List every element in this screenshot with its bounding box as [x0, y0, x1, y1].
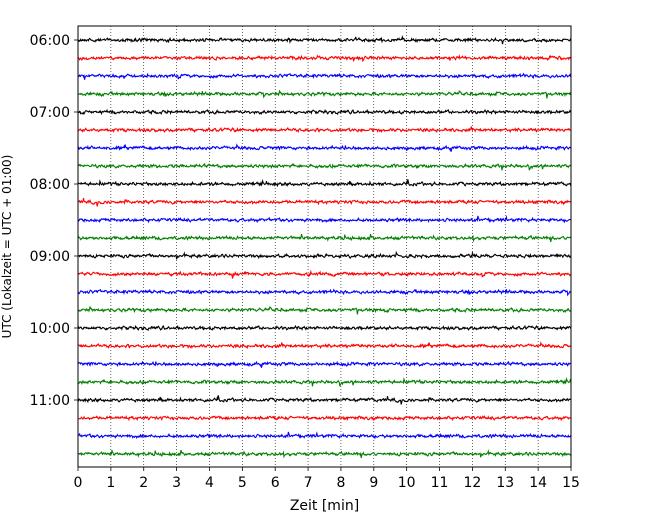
- y-tick-label-1100: 11:00: [30, 393, 70, 409]
- trace-18: [77, 360, 572, 368]
- trace-23: [77, 449, 572, 459]
- trace-11: [77, 233, 572, 243]
- trace-9: [77, 198, 572, 207]
- y-tick-label-0600: 06:00: [30, 33, 70, 49]
- trace-13: [77, 269, 572, 279]
- y-axis-label: UTC (Lokalzeit = UTC + 01:00): [0, 155, 14, 339]
- trace-3: [77, 89, 572, 99]
- trace-19: [77, 376, 572, 387]
- trace-16: [77, 324, 572, 332]
- trace-20: [77, 395, 572, 405]
- trace-6: [77, 143, 572, 152]
- x-tick-label-7: 7: [304, 475, 313, 491]
- x-tick-label-2: 2: [139, 475, 148, 491]
- x-tick-label-9: 9: [369, 475, 378, 491]
- x-tick-label-0: 0: [74, 475, 83, 491]
- trace-7: [77, 162, 572, 171]
- trace-22: [77, 431, 572, 440]
- trace-5: [77, 126, 572, 134]
- trace-1: [77, 54, 572, 63]
- x-tick-label-12: 12: [463, 475, 481, 491]
- x-tick-label-13: 13: [496, 475, 514, 491]
- x-axis-label: Zeit [min]: [290, 498, 359, 514]
- trace-21: [77, 415, 572, 422]
- x-tick-label-14: 14: [529, 475, 547, 491]
- trace-0: [77, 34, 572, 45]
- x-tick-label-3: 3: [172, 475, 181, 491]
- x-tick-label-11: 11: [431, 475, 449, 491]
- y-tick-label-1000: 10:00: [30, 321, 70, 337]
- y-axis: 06:00 07:00 08:00 09:00 10:00 11:00: [30, 33, 78, 409]
- trace-2: [77, 72, 572, 80]
- x-tick-label-6: 6: [271, 475, 280, 491]
- trace-15: [77, 305, 572, 315]
- trace-group: [77, 34, 572, 459]
- x-tick-label-4: 4: [205, 475, 214, 491]
- trace-8: [77, 178, 572, 188]
- x-tick-label-5: 5: [238, 475, 247, 491]
- trace-12: [77, 250, 572, 260]
- y-tick-label-0800: 08:00: [30, 177, 70, 193]
- plot-frame: [77, 25, 572, 468]
- x-tick-label-8: 8: [336, 475, 345, 491]
- x-axis: 0 1 2 3 4 5 6 7 8 9 10 11 12 13 14 15: [74, 467, 580, 491]
- trace-4: [77, 108, 572, 116]
- x-tick-label-10: 10: [398, 475, 416, 491]
- trace-17: [77, 341, 572, 350]
- x-tick-label-1: 1: [106, 475, 115, 491]
- x-tick-label-15: 15: [562, 475, 580, 491]
- trace-10: [77, 215, 572, 224]
- y-tick-label-0700: 07:00: [30, 105, 70, 121]
- y-tick-label-0900: 09:00: [30, 249, 70, 265]
- trace-14: [77, 288, 572, 297]
